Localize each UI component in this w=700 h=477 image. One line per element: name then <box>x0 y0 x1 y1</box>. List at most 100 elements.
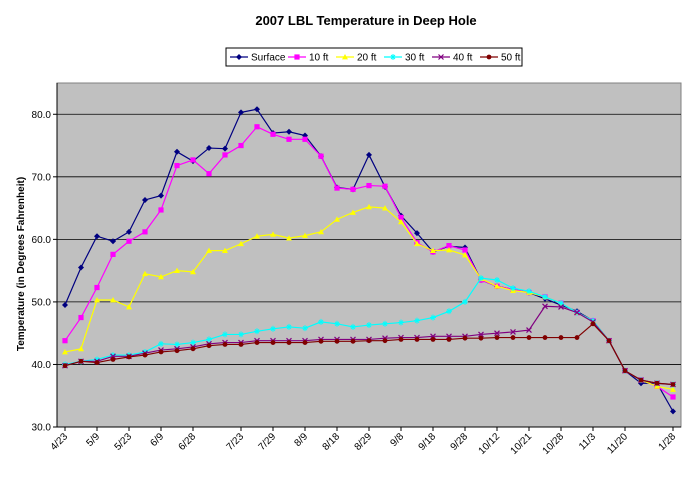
data-point <box>78 358 84 364</box>
data-point <box>286 136 292 142</box>
y-axis: 30.0 40.0 50.0 60.0 70.0 80.0 <box>32 83 58 434</box>
data-point <box>414 337 420 342</box>
data-point <box>254 233 260 239</box>
data-point <box>158 349 164 355</box>
x-tick-label: 7/23 <box>225 431 247 453</box>
x-tick-label: 5/23 <box>113 431 135 453</box>
data-point <box>222 342 228 347</box>
x-tick-label: 8/29 <box>353 431 375 453</box>
x-tick-label: 7/29 <box>257 431 279 453</box>
data-point <box>366 182 372 189</box>
data-point <box>254 340 260 345</box>
data-point <box>334 185 340 191</box>
x-tick-label: 11/20 <box>605 431 630 456</box>
x-tick-label: 9/18 <box>417 431 439 453</box>
data-point <box>190 268 196 275</box>
legend-item-30-ft: 30 ft <box>384 53 425 64</box>
data-point <box>286 323 292 330</box>
data-point <box>238 342 244 347</box>
data-point <box>334 320 340 327</box>
data-point <box>110 297 116 303</box>
data-point <box>222 247 228 254</box>
legend-item-surface: Surface <box>230 53 286 64</box>
data-point <box>222 145 228 152</box>
data-point <box>558 300 564 307</box>
series-50-ft <box>62 321 676 387</box>
data-point <box>414 317 420 324</box>
data-point <box>78 264 84 271</box>
data-point <box>238 142 244 149</box>
data-point <box>158 192 164 199</box>
x-tick-label: 5/9 <box>85 431 103 449</box>
data-point <box>238 331 244 338</box>
data-point <box>190 339 196 346</box>
data-point <box>398 337 404 342</box>
data-point <box>94 284 100 291</box>
data-point <box>670 394 676 400</box>
data-point <box>286 235 292 241</box>
y-tick-label: 40.0 <box>32 360 52 371</box>
data-point <box>510 335 516 340</box>
data-point <box>126 228 132 235</box>
data-point <box>222 152 228 158</box>
y-tick-label: 30.0 <box>32 423 52 434</box>
legend-item-40-ft: 40 ft <box>432 53 473 64</box>
x-tick-label: 10/21 <box>509 431 535 457</box>
legend: Surface 10 ft 20 ft 30 ft 40 ft 50 ft <box>225 47 523 67</box>
data-point <box>382 205 388 211</box>
x-tick-label: 6/9 <box>149 431 167 449</box>
legend-item-10-ft: 10 ft <box>288 53 329 64</box>
data-point <box>206 336 212 343</box>
series-layer <box>62 106 676 415</box>
x-tick-label: 10/12 <box>477 431 503 457</box>
data-point <box>206 247 212 254</box>
data-point <box>366 338 372 344</box>
legend-marker <box>342 54 348 60</box>
data-point <box>94 356 100 363</box>
data-point <box>670 382 676 387</box>
data-point <box>446 246 452 253</box>
data-point <box>494 330 500 337</box>
legend-item-20-ft: 20 ft <box>336 53 377 64</box>
x-tick-label: 8/18 <box>321 431 343 453</box>
data-point <box>142 348 148 355</box>
data-point <box>302 340 308 345</box>
data-point <box>78 314 84 321</box>
data-point <box>462 247 468 253</box>
data-point <box>430 337 436 342</box>
y-tick-label: 70.0 <box>32 172 52 183</box>
data-point <box>174 341 180 348</box>
legend-label: 30 ft <box>405 53 425 64</box>
data-point <box>62 302 68 309</box>
legend-marker <box>294 54 300 60</box>
data-point <box>494 335 500 340</box>
data-point <box>350 323 356 330</box>
data-point <box>318 153 324 159</box>
data-point <box>62 363 68 369</box>
data-point <box>478 275 484 282</box>
data-point <box>670 408 676 415</box>
x-tick-label: 9/28 <box>449 431 471 453</box>
x-tick-label: 10/28 <box>541 431 567 457</box>
data-point <box>398 214 404 221</box>
data-point <box>142 270 148 277</box>
data-point <box>270 231 276 237</box>
data-point <box>334 216 340 222</box>
data-point <box>622 368 628 374</box>
data-point <box>446 308 452 315</box>
data-point <box>62 348 68 355</box>
data-point <box>110 352 116 359</box>
data-point <box>190 346 196 352</box>
data-point <box>398 319 404 326</box>
data-point <box>462 298 468 305</box>
data-point <box>542 293 548 300</box>
data-point <box>494 283 500 289</box>
data-point <box>78 345 84 352</box>
data-point <box>366 151 372 158</box>
x-tick-label: 6/28 <box>177 431 199 453</box>
data-point <box>366 322 372 329</box>
data-point <box>94 233 100 240</box>
y-tick-label: 60.0 <box>32 235 52 246</box>
